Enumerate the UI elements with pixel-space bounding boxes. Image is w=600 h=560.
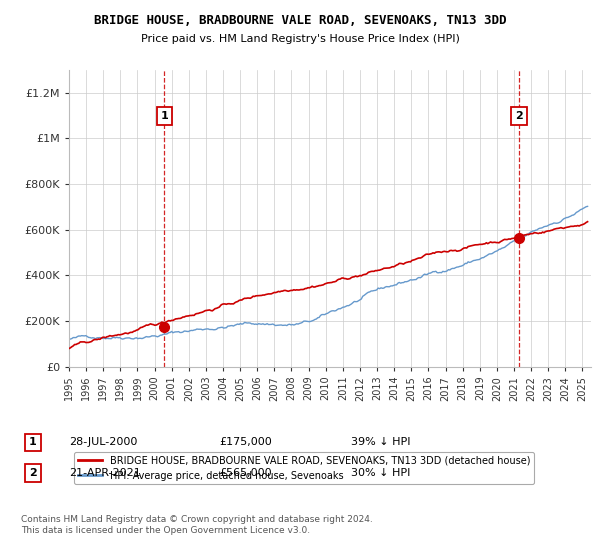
Text: £175,000: £175,000 bbox=[219, 437, 272, 447]
Text: 21-APR-2021: 21-APR-2021 bbox=[69, 468, 141, 478]
Text: 30% ↓ HPI: 30% ↓ HPI bbox=[351, 468, 410, 478]
Text: 2: 2 bbox=[29, 468, 37, 478]
Text: 2: 2 bbox=[515, 111, 523, 120]
Text: 28-JUL-2000: 28-JUL-2000 bbox=[69, 437, 137, 447]
Text: 1: 1 bbox=[29, 437, 37, 447]
Text: Price paid vs. HM Land Registry's House Price Index (HPI): Price paid vs. HM Land Registry's House … bbox=[140, 34, 460, 44]
Text: £565,000: £565,000 bbox=[219, 468, 272, 478]
Text: BRIDGE HOUSE, BRADBOURNE VALE ROAD, SEVENOAKS, TN13 3DD: BRIDGE HOUSE, BRADBOURNE VALE ROAD, SEVE… bbox=[94, 14, 506, 27]
Text: 39% ↓ HPI: 39% ↓ HPI bbox=[351, 437, 410, 447]
Legend: BRIDGE HOUSE, BRADBOURNE VALE ROAD, SEVENOAKS, TN13 3DD (detached house), HPI: A: BRIDGE HOUSE, BRADBOURNE VALE ROAD, SEVE… bbox=[74, 452, 534, 484]
Text: Contains HM Land Registry data © Crown copyright and database right 2024.
This d: Contains HM Land Registry data © Crown c… bbox=[21, 515, 373, 535]
Text: 1: 1 bbox=[160, 111, 168, 120]
